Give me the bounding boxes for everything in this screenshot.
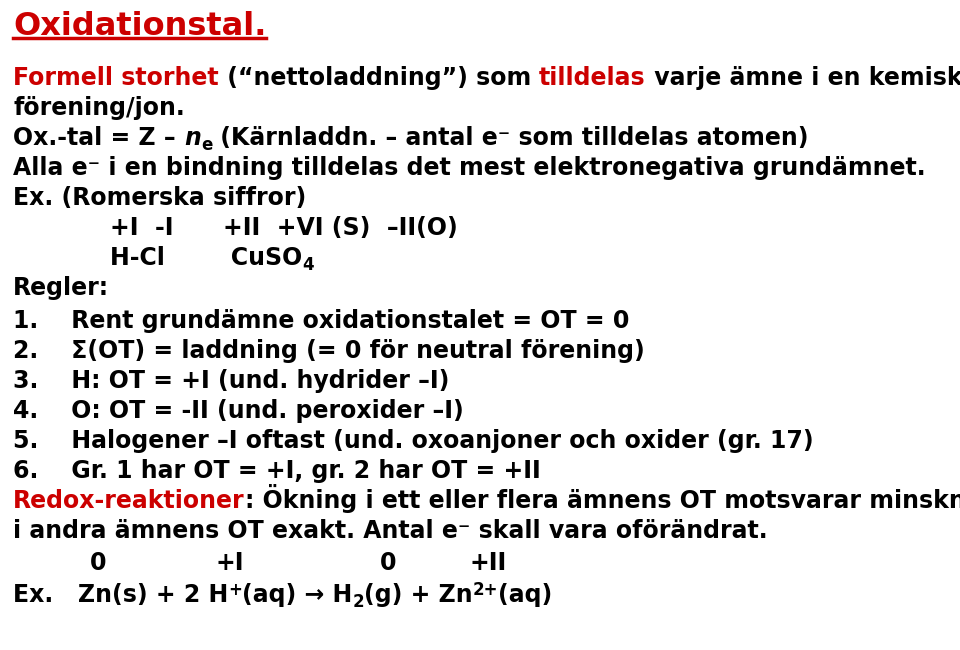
Text: H-Cl        CuSO: H-Cl CuSO	[110, 246, 302, 270]
Text: 6.    Gr. 1 har OT = +I, gr. 2 har OT = +II: 6. Gr. 1 har OT = +I, gr. 2 har OT = +II	[13, 459, 540, 483]
Text: +I  -I      +II  +VI (S)  –II(O): +I -I +II +VI (S) –II(O)	[110, 216, 458, 240]
Text: 2.    Σ(OT) = laddning (= 0 för neutral förening): 2. Σ(OT) = laddning (= 0 för neutral för…	[13, 339, 645, 363]
Text: i andra ämnens OT exakt. Antal e⁻ skall vara oförändrat.: i andra ämnens OT exakt. Antal e⁻ skall …	[13, 519, 768, 543]
Text: 2: 2	[352, 593, 364, 611]
Text: 4: 4	[302, 256, 314, 274]
Text: (aq): (aq)	[498, 583, 552, 607]
Text: (Kärnladdn. – antal e⁻ som tilldelas atomen): (Kärnladdn. – antal e⁻ som tilldelas ato…	[212, 126, 808, 150]
Text: +II: +II	[470, 551, 507, 575]
Text: : Ökning i ett eller flera ämnens OT motsvarar minskning: : Ökning i ett eller flera ämnens OT mot…	[245, 484, 960, 513]
Text: e: e	[201, 136, 212, 154]
Text: Alla e⁻ i en bindning tilldelas det mest elektronegativa grundämnet.: Alla e⁻ i en bindning tilldelas det mest…	[13, 156, 925, 180]
Text: 3.    H: OT = +I (und. hydrider –I): 3. H: OT = +I (und. hydrider –I)	[13, 369, 449, 393]
Text: 4.    O: OT = -II (und. peroxider –I): 4. O: OT = -II (und. peroxider –I)	[13, 399, 464, 423]
Text: Oxidationstal.: Oxidationstal.	[13, 11, 266, 42]
Text: varje ämne i en kemisk: varje ämne i en kemisk	[646, 66, 960, 90]
Text: 2+: 2+	[472, 581, 498, 599]
Text: Formell storhet: Formell storhet	[13, 66, 219, 90]
Text: n: n	[184, 126, 201, 150]
Text: Redox-reaktioner: Redox-reaktioner	[13, 489, 245, 513]
Text: 1.    Rent grundämne oxidationstalet = OT = 0: 1. Rent grundämne oxidationstalet = OT =…	[13, 309, 630, 333]
Text: +: +	[228, 581, 242, 599]
Text: Ex. (Romerska siffror): Ex. (Romerska siffror)	[13, 186, 306, 210]
Text: (g) + Zn: (g) + Zn	[364, 583, 472, 607]
Text: Regler:: Regler:	[13, 276, 109, 300]
Text: (“nettoladdning”) som: (“nettoladdning”) som	[219, 66, 540, 90]
Text: (aq) → H: (aq) → H	[242, 583, 352, 607]
Text: 5.    Halogener –I oftast (und. oxoanjoner och oxider (gr. 17): 5. Halogener –I oftast (und. oxoanjoner …	[13, 429, 814, 453]
Text: 0: 0	[90, 551, 107, 575]
Text: +I: +I	[215, 551, 244, 575]
Text: Ox.-tal = Z –: Ox.-tal = Z –	[13, 126, 184, 150]
Text: tilldelas: tilldelas	[540, 66, 646, 90]
Text: förening/jon.: förening/jon.	[13, 96, 184, 120]
Text: Ex.   Zn(s) + 2 H: Ex. Zn(s) + 2 H	[13, 583, 228, 607]
Text: 0: 0	[380, 551, 396, 575]
